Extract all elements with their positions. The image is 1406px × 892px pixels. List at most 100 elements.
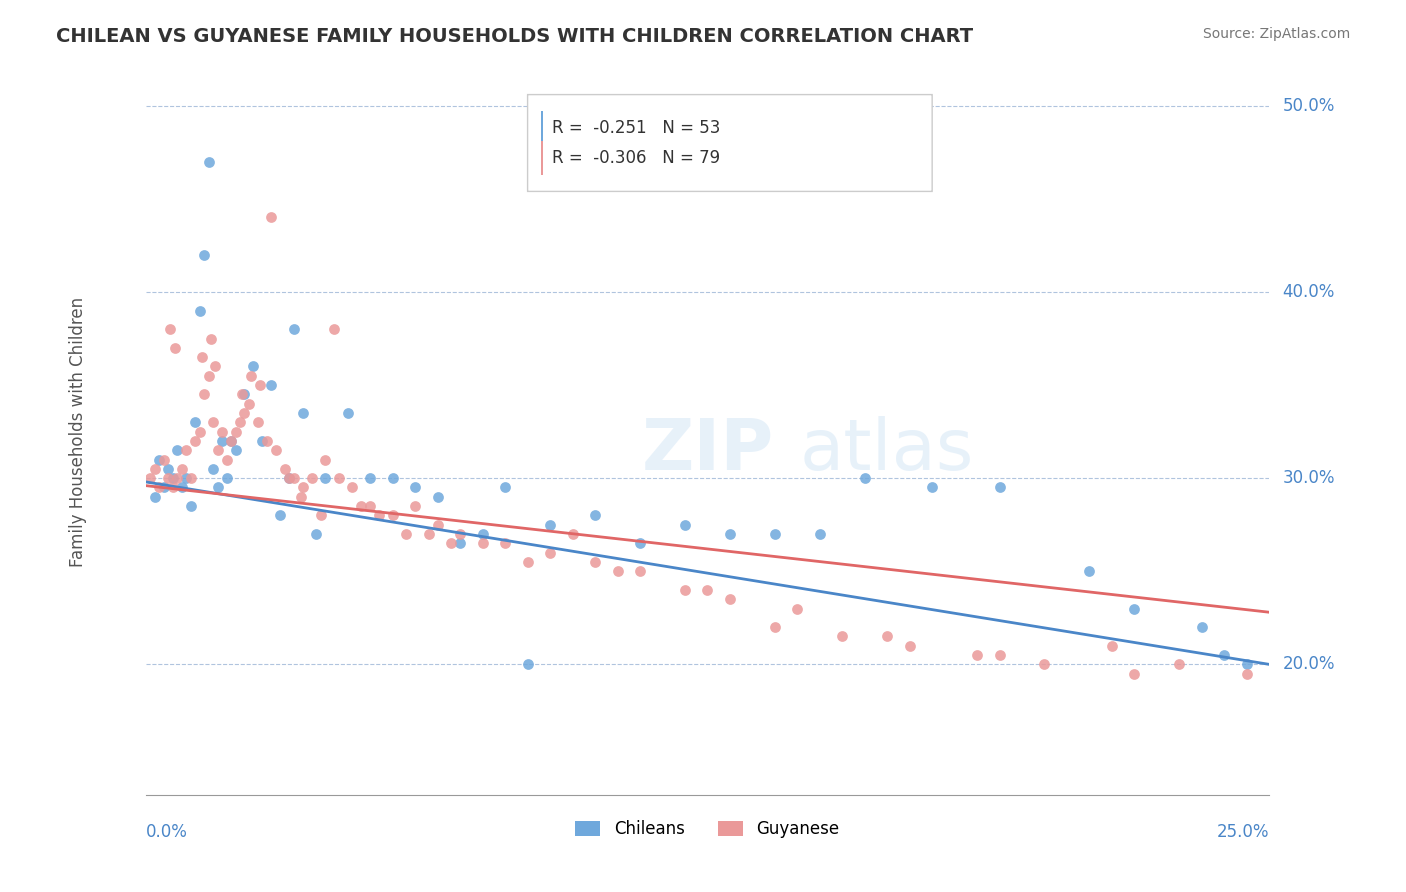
Point — [291, 406, 314, 420]
Point — [224, 425, 246, 439]
Point — [786, 601, 808, 615]
Point — [249, 378, 271, 392]
Point — [260, 378, 283, 392]
Point — [673, 517, 696, 532]
Point — [426, 490, 449, 504]
Point — [368, 508, 391, 523]
Point — [148, 452, 170, 467]
Text: CHILEAN VS GUYANESE FAMILY HOUSEHOLDS WITH CHILDREN CORRELATION CHART: CHILEAN VS GUYANESE FAMILY HOUSEHOLDS WI… — [56, 27, 973, 45]
Point — [242, 359, 264, 374]
Point — [1168, 657, 1191, 672]
Point — [188, 425, 211, 439]
Point — [215, 471, 238, 485]
Point — [143, 490, 166, 504]
Point — [426, 517, 449, 532]
Point — [1033, 657, 1056, 672]
Point — [219, 434, 242, 448]
Point — [440, 536, 463, 550]
Point — [404, 480, 426, 494]
Point — [628, 564, 651, 578]
Point — [170, 480, 193, 494]
Point — [231, 387, 253, 401]
Legend: Chileans, Guyanese: Chileans, Guyanese — [569, 814, 846, 845]
Point — [139, 471, 162, 485]
FancyBboxPatch shape — [541, 141, 543, 175]
Point — [143, 462, 166, 476]
Point — [157, 471, 180, 485]
Point — [1191, 620, 1213, 634]
Text: 25.0%: 25.0% — [1216, 822, 1270, 840]
Point — [170, 462, 193, 476]
Point — [174, 443, 197, 458]
Point — [921, 480, 943, 494]
Text: R =  -0.306   N = 79: R = -0.306 N = 79 — [553, 149, 720, 167]
Point — [309, 508, 332, 523]
Point — [1123, 601, 1146, 615]
Point — [471, 536, 494, 550]
FancyBboxPatch shape — [541, 112, 543, 145]
Point — [233, 387, 256, 401]
Point — [342, 480, 364, 494]
Text: Source: ZipAtlas.com: Source: ZipAtlas.com — [1202, 27, 1350, 41]
Point — [224, 443, 246, 458]
Point — [1236, 666, 1258, 681]
Point — [1123, 666, 1146, 681]
Point — [174, 471, 197, 485]
Point — [328, 471, 350, 485]
Point — [1078, 564, 1101, 578]
Point — [561, 527, 583, 541]
Point — [278, 471, 301, 485]
Point — [191, 350, 214, 364]
Text: R =  -0.251   N = 53: R = -0.251 N = 53 — [553, 120, 720, 137]
Point — [278, 471, 301, 485]
Point — [831, 629, 853, 643]
Point — [359, 471, 381, 485]
Point — [628, 536, 651, 550]
Text: atlas: atlas — [800, 416, 974, 484]
Point — [219, 434, 242, 448]
Text: 40.0%: 40.0% — [1282, 283, 1336, 301]
Point — [152, 452, 174, 467]
Point — [314, 471, 336, 485]
Point — [166, 471, 188, 485]
Point — [718, 527, 741, 541]
Point — [763, 527, 786, 541]
Point — [283, 322, 305, 336]
Point — [157, 462, 180, 476]
Point — [449, 536, 471, 550]
Point — [180, 499, 202, 513]
Point — [876, 629, 898, 643]
Point — [583, 508, 606, 523]
Text: 50.0%: 50.0% — [1282, 96, 1336, 115]
Point — [853, 471, 876, 485]
Point — [538, 546, 561, 560]
Text: ZIP: ZIP — [641, 416, 773, 484]
Point — [229, 415, 252, 429]
Point — [211, 434, 233, 448]
Point — [418, 527, 440, 541]
Point — [159, 322, 181, 336]
Point — [193, 387, 215, 401]
Point — [449, 527, 471, 541]
Point — [202, 462, 225, 476]
Point — [966, 648, 988, 662]
Point — [988, 480, 1011, 494]
FancyBboxPatch shape — [527, 95, 932, 192]
Point — [471, 527, 494, 541]
Point — [264, 443, 287, 458]
Point — [301, 471, 323, 485]
Point — [291, 480, 314, 494]
Text: 30.0%: 30.0% — [1282, 469, 1336, 487]
Point — [516, 555, 538, 569]
Point — [1101, 639, 1123, 653]
Point — [162, 480, 184, 494]
Point — [197, 154, 219, 169]
Point — [188, 303, 211, 318]
Point — [718, 592, 741, 607]
Point — [1213, 648, 1236, 662]
Point — [516, 657, 538, 672]
Point — [204, 359, 226, 374]
Point — [274, 462, 297, 476]
Point — [163, 341, 186, 355]
Point — [381, 508, 404, 523]
